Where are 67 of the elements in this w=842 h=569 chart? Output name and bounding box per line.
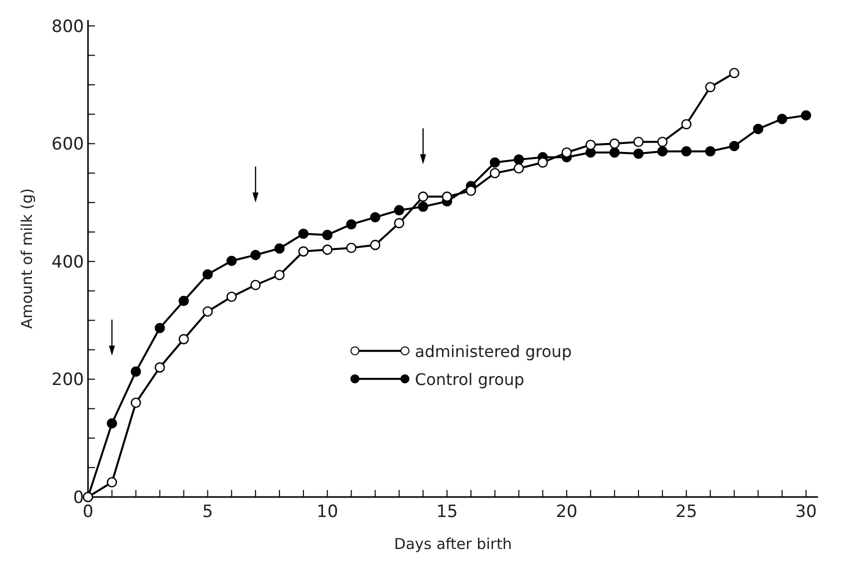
x-tick-label: 10 [316,502,338,522]
point [130,398,142,408]
point [370,212,380,222]
point [370,240,380,250]
point [226,256,237,266]
x-tick-label: 5 [202,502,214,522]
point [106,477,118,488]
point [298,246,309,257]
point [705,146,716,156]
point [394,205,404,216]
point [130,366,142,377]
point [729,140,740,152]
point [514,163,524,174]
point [178,296,189,306]
point [729,68,740,78]
point [753,124,764,134]
y-tick-label: 800 [52,16,84,37]
point [681,146,692,156]
x-tick-label: 30 [795,502,817,522]
point [681,119,692,130]
y-tick-label: 0 [73,488,84,508]
point [490,168,500,178]
point [154,322,165,334]
x-tick-label: 25 [676,502,698,522]
point [226,292,237,302]
point [202,269,213,280]
point [394,218,404,228]
point [298,228,309,239]
point [562,147,572,158]
point [633,136,644,148]
legend-label: administered group [414,342,572,361]
point [250,280,261,290]
y-tick-label: 200 [52,370,84,390]
point [776,114,788,124]
point [609,138,620,149]
point [274,243,285,254]
point [322,244,332,255]
point [466,186,476,196]
point [585,140,596,150]
point [657,136,668,148]
point [154,362,165,373]
point [657,146,668,156]
point [705,82,716,92]
point [418,192,428,202]
point [800,110,812,121]
y-tick-label: 400 [52,252,84,272]
point [490,157,500,168]
point [609,147,620,158]
point [538,157,548,168]
x-tick-label: 20 [556,502,578,522]
point [178,334,189,344]
point [202,306,213,317]
point [633,148,644,159]
point [346,219,356,230]
point [106,418,118,429]
point [442,192,452,202]
point [274,270,285,280]
point [418,202,428,212]
point [322,230,332,240]
legend-label: Control group [414,370,524,389]
x-tick-label: 15 [436,502,458,522]
point [346,242,356,254]
point [514,154,524,165]
y-axis-title: Amount of milk (g) [18,188,36,329]
x-axis-title: Days after birth [394,535,512,553]
y-tick-label: 600 [52,134,84,155]
point [250,250,261,260]
